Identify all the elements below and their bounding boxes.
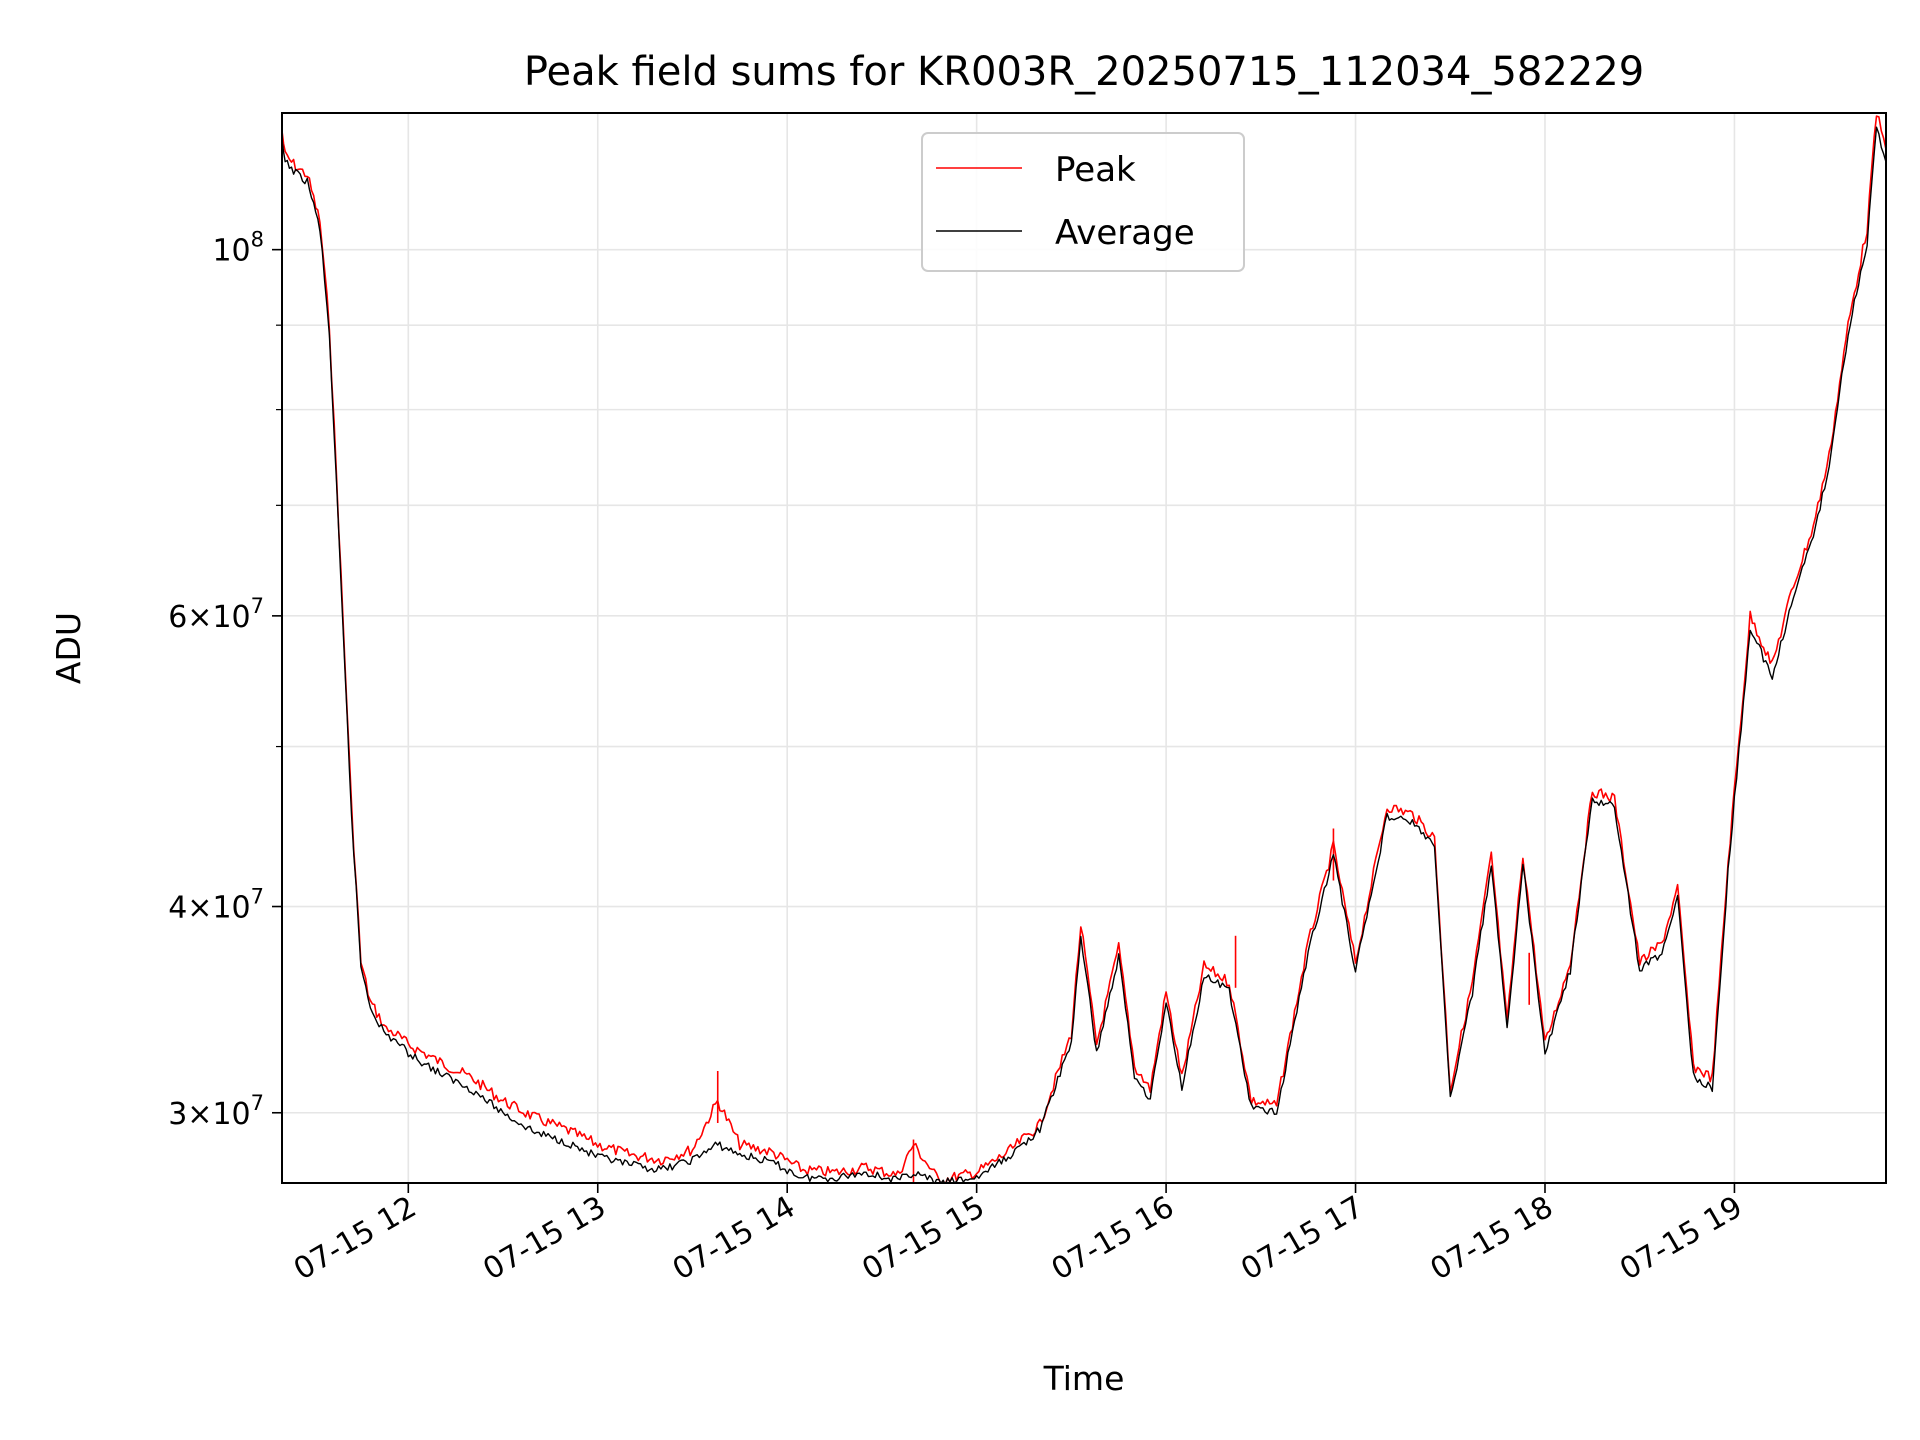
legend: Peak Average (921, 132, 1245, 272)
axes-frame (281, 112, 1887, 1184)
y-tick-label: 108 (212, 228, 264, 269)
y-tick-label: 6×107 (168, 594, 264, 635)
y-tick-label: 4×107 (168, 885, 264, 926)
y-axis: 3×107 4×107 6×107 108 (168, 228, 282, 1132)
x-axis-label: Time (1043, 1359, 1125, 1398)
y-axis-label: ADU (49, 612, 88, 684)
average-line (282, 126, 1886, 1183)
chart-title: Peak field sums for KR003R_20250715_1120… (524, 49, 1644, 95)
legend-peak-label: Peak (1055, 150, 1136, 190)
legend-average-label: Average (1055, 213, 1195, 253)
peak-line (282, 115, 1886, 1183)
grid (282, 113, 1886, 1183)
y-tick-label: 3×107 (168, 1091, 264, 1132)
